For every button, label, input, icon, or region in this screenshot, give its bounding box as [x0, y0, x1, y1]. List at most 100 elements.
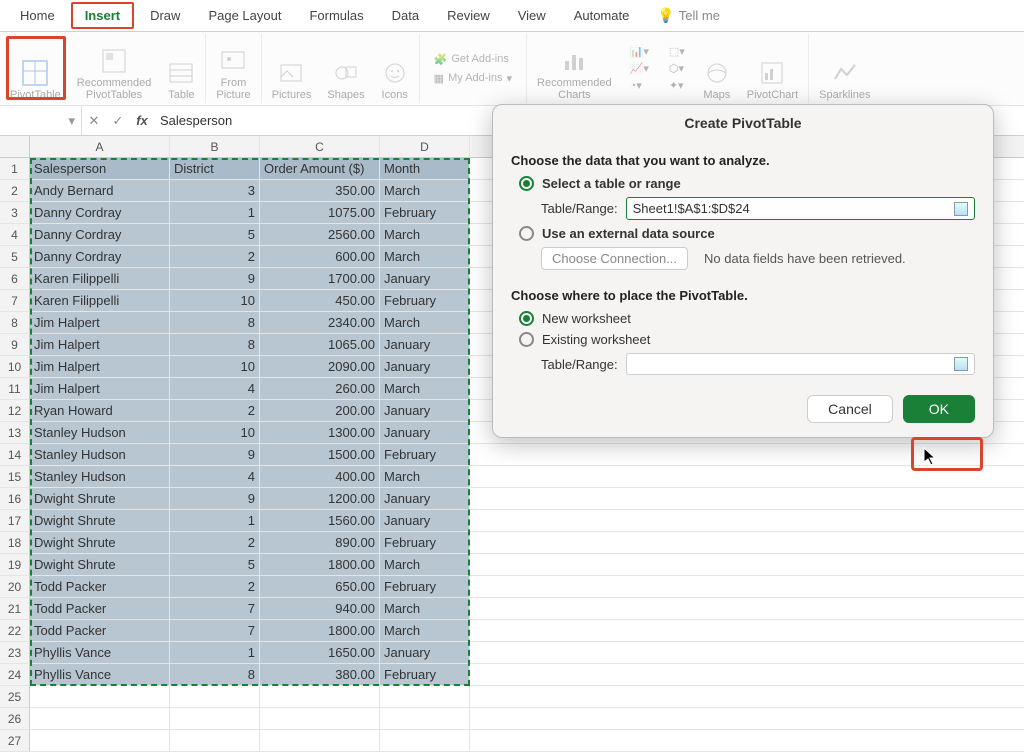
cell[interactable]: Jim Halpert — [30, 312, 170, 334]
cell[interactable] — [470, 598, 1024, 620]
cell[interactable]: March — [380, 598, 470, 620]
ok-button[interactable]: OK — [903, 395, 975, 423]
cell[interactable] — [380, 686, 470, 708]
row-header[interactable]: 9 — [0, 334, 30, 356]
recommended-pivot-button[interactable]: Recommended PivotTables — [71, 34, 158, 103]
tab-home[interactable]: Home — [8, 4, 67, 27]
cell[interactable]: Dwight Shrute — [30, 554, 170, 576]
cell[interactable]: 1200.00 — [260, 488, 380, 510]
get-addins-button[interactable]: 🧩Get Add-ins — [430, 52, 516, 67]
row-header[interactable]: 14 — [0, 444, 30, 466]
tab-review[interactable]: Review — [435, 4, 502, 27]
tell-me[interactable]: 💡Tell me — [645, 3, 732, 28]
cell[interactable]: February — [380, 444, 470, 466]
cell[interactable]: 4 — [170, 466, 260, 488]
cell[interactable]: 600.00 — [260, 246, 380, 268]
pivot-table-button[interactable]: PivotTable — [4, 34, 67, 103]
cell[interactable]: January — [380, 268, 470, 290]
cell[interactable]: 9 — [170, 268, 260, 290]
cell[interactable]: 380.00 — [260, 664, 380, 686]
name-box[interactable]: ▾ — [0, 106, 82, 135]
row-header[interactable]: 6 — [0, 268, 30, 290]
cell[interactable]: Stanley Hudson — [30, 466, 170, 488]
cell[interactable] — [380, 708, 470, 730]
row-header[interactable]: 20 — [0, 576, 30, 598]
pivotchart-button[interactable]: PivotChart — [741, 34, 804, 103]
row-header[interactable]: 26 — [0, 708, 30, 730]
cell[interactable]: 2 — [170, 246, 260, 268]
cell[interactable]: Dwight Shrute — [30, 488, 170, 510]
cell[interactable]: Andy Bernard — [30, 180, 170, 202]
radio-select-range[interactable]: Select a table or range — [519, 176, 975, 191]
row-header[interactable]: 3 — [0, 202, 30, 224]
cell[interactable]: February — [380, 532, 470, 554]
row-header[interactable]: 12 — [0, 400, 30, 422]
row-header[interactable]: 8 — [0, 312, 30, 334]
cell[interactable]: February — [380, 664, 470, 686]
cell[interactable] — [470, 488, 1024, 510]
sparklines-button[interactable]: Sparklines — [813, 34, 876, 103]
cell[interactable]: 2340.00 — [260, 312, 380, 334]
cell[interactable]: 450.00 — [260, 290, 380, 312]
cell[interactable]: Dwight Shrute — [30, 510, 170, 532]
row-header[interactable]: 27 — [0, 730, 30, 752]
cell[interactable]: January — [380, 642, 470, 664]
cell[interactable]: Ryan Howard — [30, 400, 170, 422]
cell[interactable]: 2560.00 — [260, 224, 380, 246]
cell[interactable]: March — [380, 620, 470, 642]
cell[interactable]: Month — [380, 158, 470, 180]
cell[interactable]: Salesperson — [30, 158, 170, 180]
cell[interactable] — [30, 708, 170, 730]
cell[interactable]: March — [380, 378, 470, 400]
cell[interactable]: February — [380, 202, 470, 224]
cell[interactable]: January — [380, 422, 470, 444]
cell[interactable]: Todd Packer — [30, 598, 170, 620]
radio-external-source[interactable]: Use an external data source — [519, 226, 975, 241]
cell[interactable]: 1560.00 — [260, 510, 380, 532]
cell[interactable]: 5 — [170, 224, 260, 246]
chart-type-5[interactable]: ⬡▾ — [665, 61, 689, 76]
location-input[interactable] — [626, 353, 975, 375]
cell[interactable]: 8 — [170, 312, 260, 334]
cell[interactable] — [470, 576, 1024, 598]
cell[interactable]: 10 — [170, 290, 260, 312]
icons-button[interactable]: Icons — [375, 34, 415, 103]
cell[interactable]: Jim Halpert — [30, 334, 170, 356]
row-header[interactable]: 25 — [0, 686, 30, 708]
cell[interactable]: 2 — [170, 576, 260, 598]
cell[interactable] — [380, 730, 470, 752]
cell[interactable] — [260, 708, 380, 730]
cell[interactable]: Jim Halpert — [30, 378, 170, 400]
cell[interactable]: 400.00 — [260, 466, 380, 488]
cell[interactable]: February — [380, 290, 470, 312]
cell[interactable] — [170, 730, 260, 752]
cell[interactable]: Order Amount ($) — [260, 158, 380, 180]
tab-formulas[interactable]: Formulas — [297, 4, 375, 27]
cell[interactable]: March — [380, 246, 470, 268]
row-header[interactable]: 13 — [0, 422, 30, 444]
col-header-A[interactable]: A — [30, 136, 170, 158]
row-header[interactable]: 7 — [0, 290, 30, 312]
cell[interactable]: March — [380, 180, 470, 202]
cell[interactable] — [260, 686, 380, 708]
cell[interactable]: January — [380, 488, 470, 510]
cell[interactable]: Karen Filippelli — [30, 290, 170, 312]
cell[interactable]: 1300.00 — [260, 422, 380, 444]
cell[interactable]: 2 — [170, 400, 260, 422]
cell[interactable]: February — [380, 576, 470, 598]
fx-icon[interactable]: fx — [130, 113, 154, 128]
col-header-D[interactable]: D — [380, 136, 470, 158]
cell[interactable]: 4 — [170, 378, 260, 400]
cell[interactable]: January — [380, 334, 470, 356]
col-header-C[interactable]: C — [260, 136, 380, 158]
radio-existing-worksheet[interactable]: Existing worksheet — [519, 332, 975, 347]
cell[interactable] — [30, 730, 170, 752]
cell[interactable]: Jim Halpert — [30, 356, 170, 378]
cell[interactable]: 2 — [170, 532, 260, 554]
cell[interactable] — [470, 708, 1024, 730]
tab-draw[interactable]: Draw — [138, 4, 192, 27]
cell[interactable]: 7 — [170, 620, 260, 642]
cell[interactable]: Todd Packer — [30, 620, 170, 642]
table-range-input[interactable]: Sheet1!$A$1:$D$24 — [626, 197, 975, 220]
cell[interactable]: 7 — [170, 598, 260, 620]
